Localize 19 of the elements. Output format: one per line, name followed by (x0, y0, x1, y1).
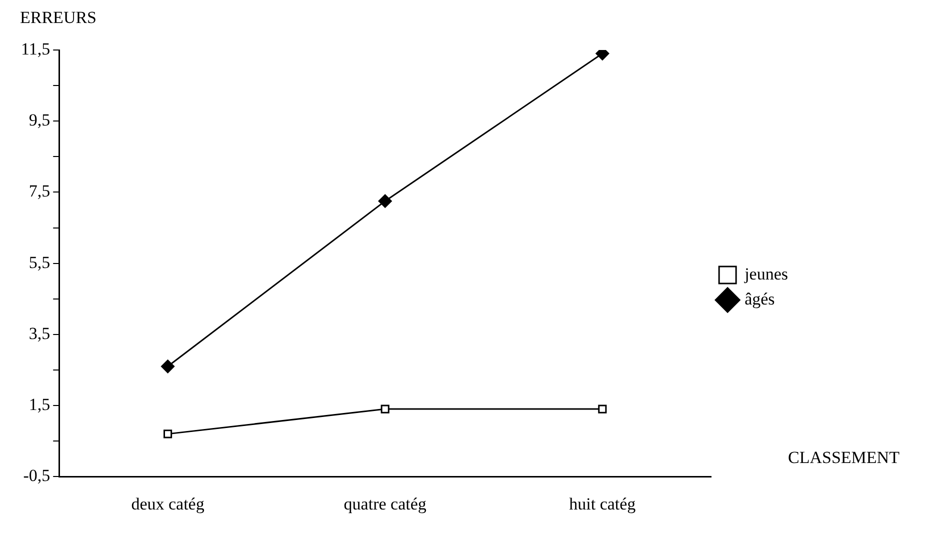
point (163, 430, 172, 438)
y-tick-label: 11,5 (20, 39, 50, 58)
point (161, 360, 175, 374)
point (380, 404, 390, 414)
y-tick-label: 3,5 (28, 324, 50, 343)
y-tick-label: -0,5 (23, 466, 50, 486)
x-tick-label: huit catég (569, 494, 636, 514)
y-axis-title: ERREURS (20, 8, 97, 28)
x-axis-title: CLASSEMENT (788, 448, 900, 468)
point (378, 194, 392, 208)
y-tick-label: 1,5 (28, 394, 50, 414)
legend-label: jeunes (744, 264, 788, 284)
y-tick-label: 5,5 (28, 252, 50, 272)
x-tick-label: quatre catég (344, 494, 427, 514)
y-tick-label: 9,5 (28, 110, 50, 130)
legend-label: âgés (744, 289, 775, 308)
x-tick-label: deux catég (131, 494, 205, 514)
point (598, 404, 607, 414)
y-tick-label: 7,5 (28, 182, 50, 201)
